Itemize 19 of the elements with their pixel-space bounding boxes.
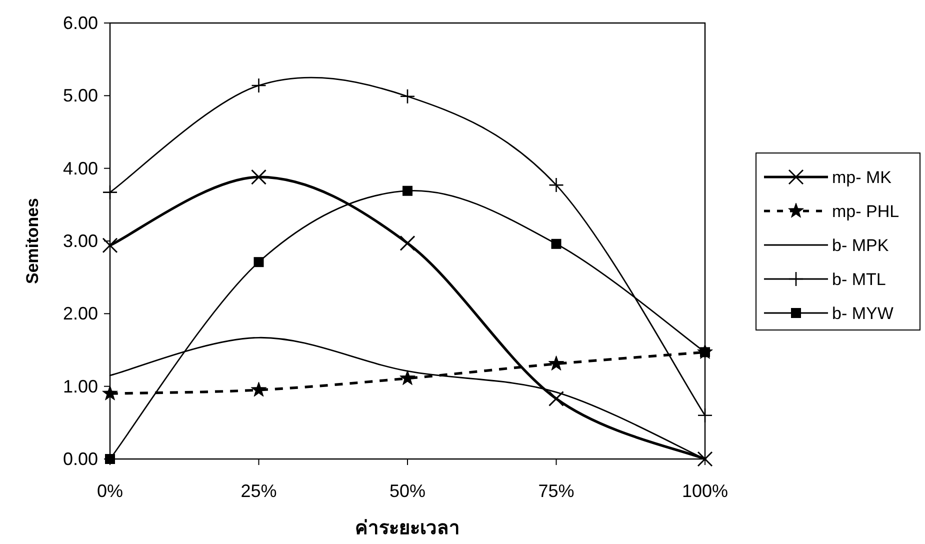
y-tick-label: 6.00 [62, 13, 98, 33]
y-tick-label: 5.00 [62, 86, 98, 106]
legend-label: b- MTL [832, 270, 886, 289]
y-tick-label: 2.00 [62, 304, 98, 324]
x-tick-label: 75% [538, 481, 574, 501]
y-tick-label: 3.00 [62, 231, 98, 251]
y-tick-label: 0.00 [62, 449, 98, 469]
y-tick-label: 1.00 [62, 376, 98, 396]
y-axis-title: Semitones [23, 198, 42, 284]
legend-label: mp- PHL [832, 202, 900, 221]
x-tick-label: 50% [389, 481, 426, 501]
x-axis-title: ค่าระยะเวลา [355, 518, 460, 539]
legend-label: b- MYW [832, 304, 894, 323]
x-tick-label: 0% [96, 481, 124, 501]
legend-label: mp- MK [832, 168, 892, 187]
y-tick-label: 4.00 [62, 158, 98, 178]
legend-label: b- MPK [832, 236, 890, 255]
x-tick-label: 25% [240, 481, 277, 501]
x-tick-label: 100% [682, 481, 728, 501]
